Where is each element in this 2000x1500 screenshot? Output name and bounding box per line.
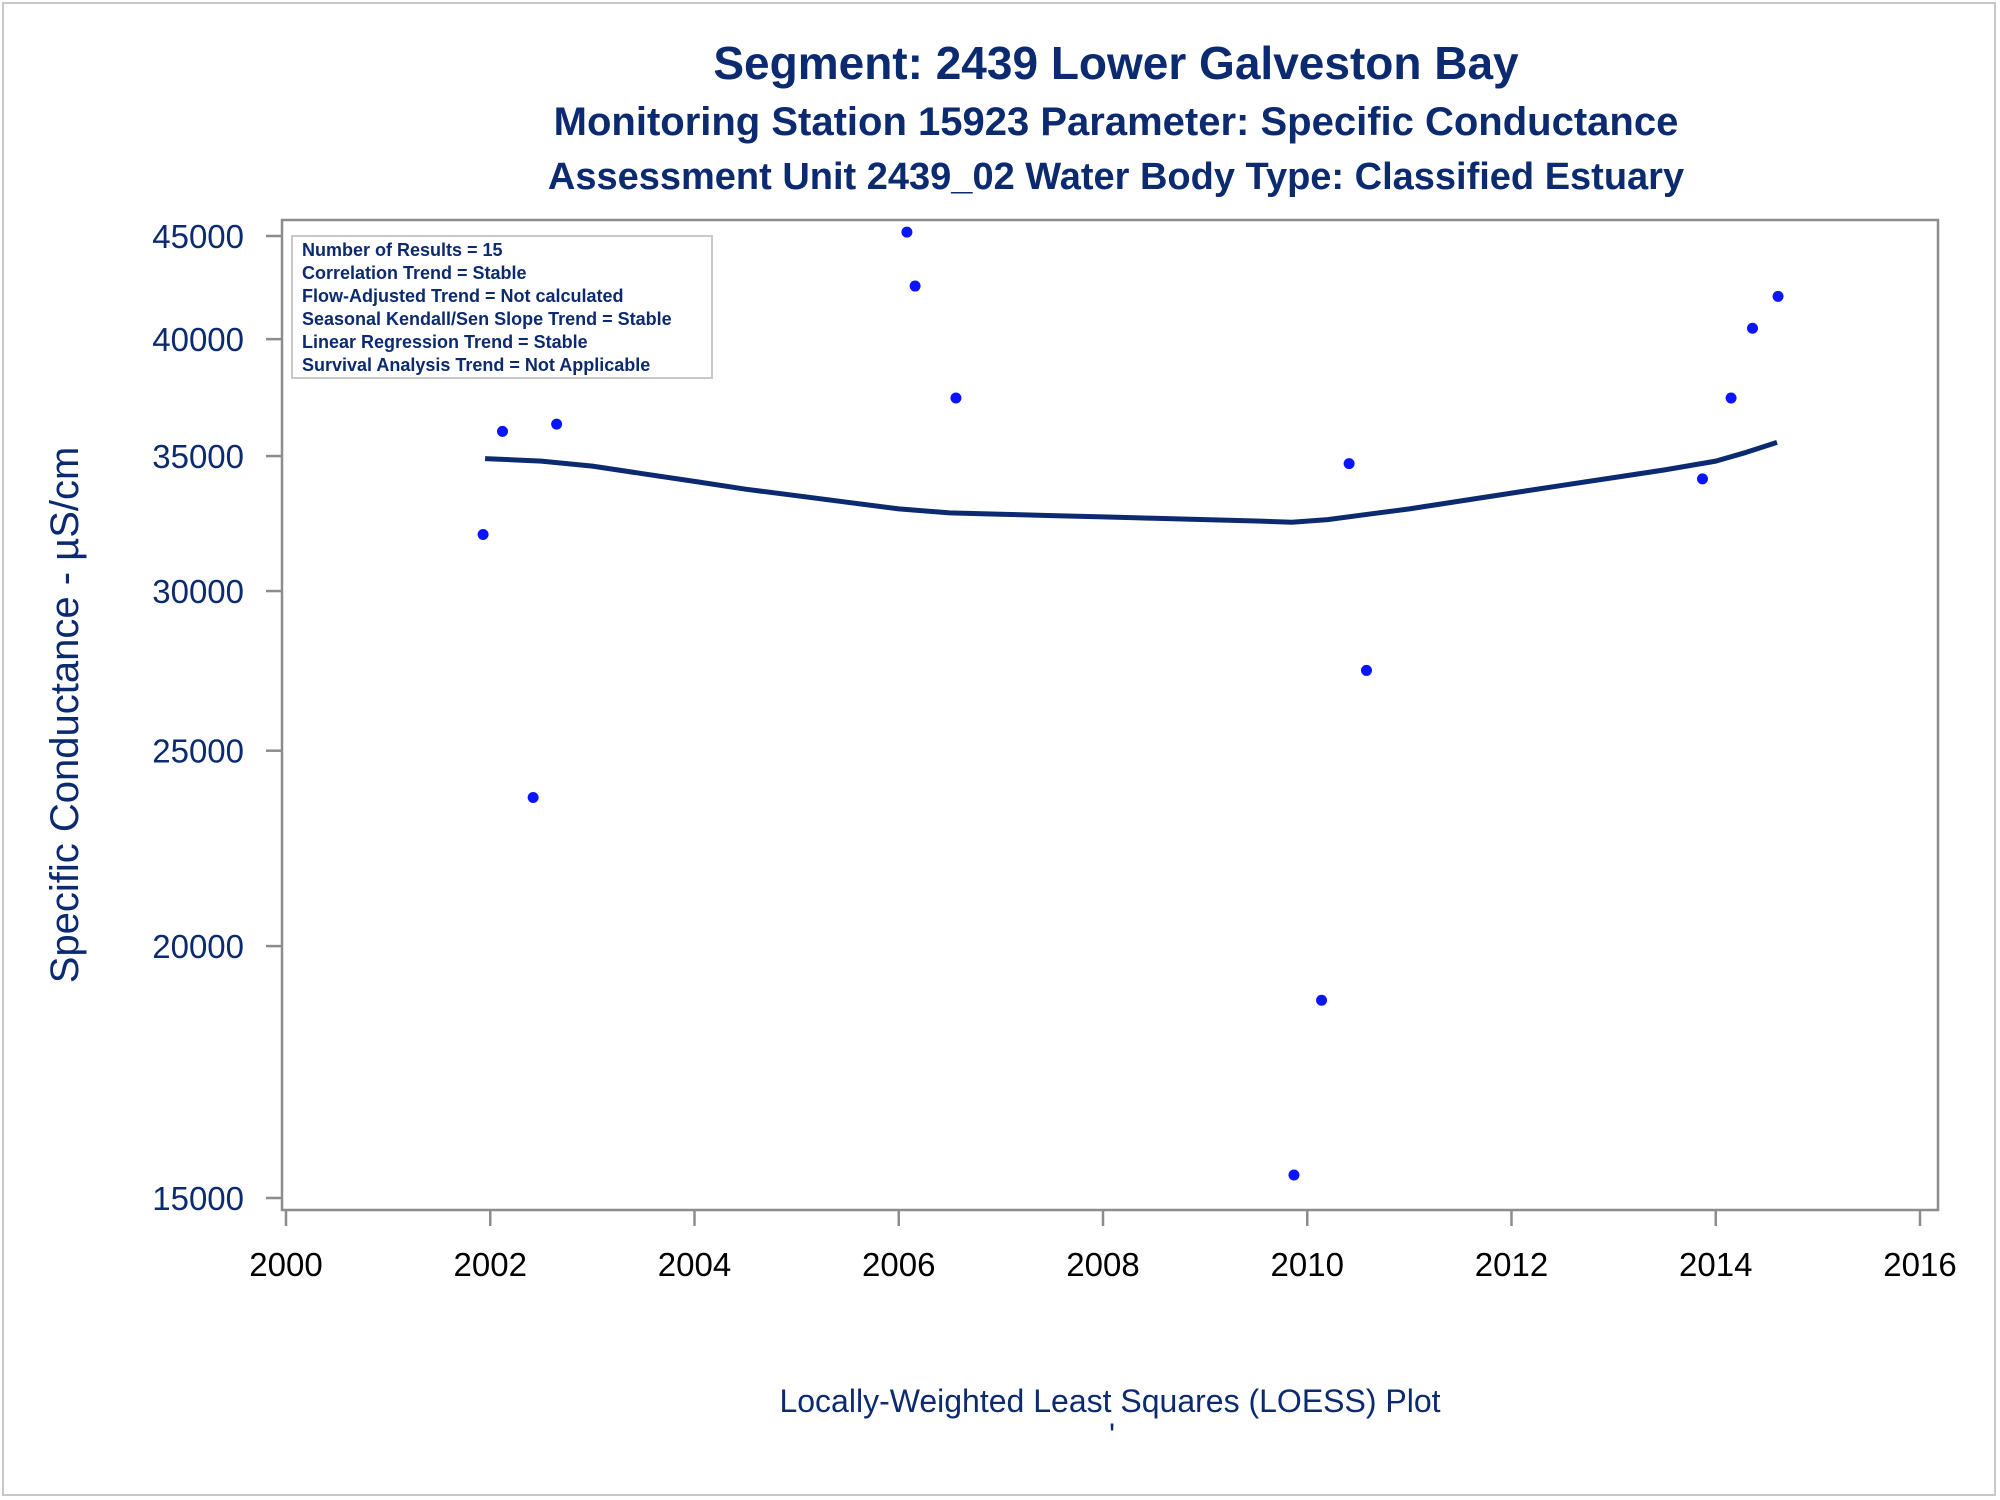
- stats-line-4: Linear Regression Trend = Stable: [302, 332, 588, 352]
- data-point-4: [901, 226, 913, 238]
- x-tick-label-3: 2006: [862, 1246, 935, 1283]
- data-point-12: [1725, 392, 1737, 404]
- y-axis: 15000 20000 25000 30000 35000 40000 45000: [152, 218, 282, 1217]
- data-point-9: [1343, 458, 1355, 470]
- data-point-5: [909, 280, 921, 292]
- footnote: Locally-Weighted Least Squares (LOESS) P…: [779, 1383, 1440, 1419]
- loess-line: [484, 440, 1778, 525]
- data-point-1: [497, 425, 509, 437]
- y-tick-label-1: 20000: [152, 928, 244, 965]
- data-points: [477, 226, 1784, 1181]
- chart-subtitle-2: Assessment Unit 2439_02 Water Body Type:…: [547, 156, 1685, 198]
- data-point-8: [1316, 994, 1328, 1006]
- x-tick-label-1: 2002: [454, 1246, 527, 1283]
- stats-line-3: Seasonal Kendall/Sen Slope Trend = Stabl…: [302, 309, 672, 329]
- stats-line-5: Survival Analysis Trend = Not Applicable: [302, 355, 650, 375]
- data-point-11: [1696, 473, 1708, 485]
- x-tick-label-4: 2008: [1066, 1246, 1139, 1283]
- x-tick-label-2: 2004: [658, 1246, 731, 1283]
- x-tick-label-5: 2010: [1271, 1246, 1344, 1283]
- footnote-mark: ': [1109, 1417, 1115, 1453]
- chart-subtitle: Monitoring Station 15923 Parameter: Spec…: [553, 100, 1679, 144]
- stats-line-1: Correlation Trend = Stable: [302, 263, 527, 283]
- x-axis: 2000 2002 2004 2006 2008 2010 2012 2014 2016: [249, 1210, 1957, 1283]
- x-tick-label-7: 2014: [1679, 1246, 1752, 1283]
- data-point-0: [477, 529, 489, 541]
- x-tick-label-8: 2016: [1883, 1246, 1956, 1283]
- stats-legend-box: Number of Results = 15 Correlation Trend…: [291, 235, 713, 379]
- y-tick-label-3: 30000: [152, 573, 244, 610]
- y-tick-label-2: 25000: [152, 733, 244, 770]
- y-tick-label-4: 35000: [152, 438, 244, 475]
- data-point-14: [1772, 290, 1784, 302]
- x-tick-label-6: 2012: [1475, 1246, 1548, 1283]
- data-point-6: [950, 392, 962, 404]
- stats-line-0: Number of Results = 15: [302, 240, 503, 260]
- stats-line-2: Flow-Adjusted Trend = Not calculated: [302, 286, 624, 306]
- y-tick-label-0: 15000: [152, 1180, 244, 1217]
- y-tick-label-6: 45000: [152, 218, 244, 255]
- data-point-2: [527, 791, 539, 803]
- data-point-13: [1747, 322, 1759, 334]
- plot-area: [280, 218, 1940, 1212]
- data-point-7: [1288, 1169, 1300, 1181]
- chart-title: Segment: 2439 Lower Galveston Bay: [713, 37, 1519, 89]
- x-tick-label-0: 2000: [249, 1246, 322, 1283]
- y-tick-label-5: 40000: [152, 321, 244, 358]
- data-point-3: [551, 418, 563, 430]
- data-point-10: [1360, 664, 1372, 676]
- y-axis-label: Specific Conductance - µS/cm: [43, 447, 87, 984]
